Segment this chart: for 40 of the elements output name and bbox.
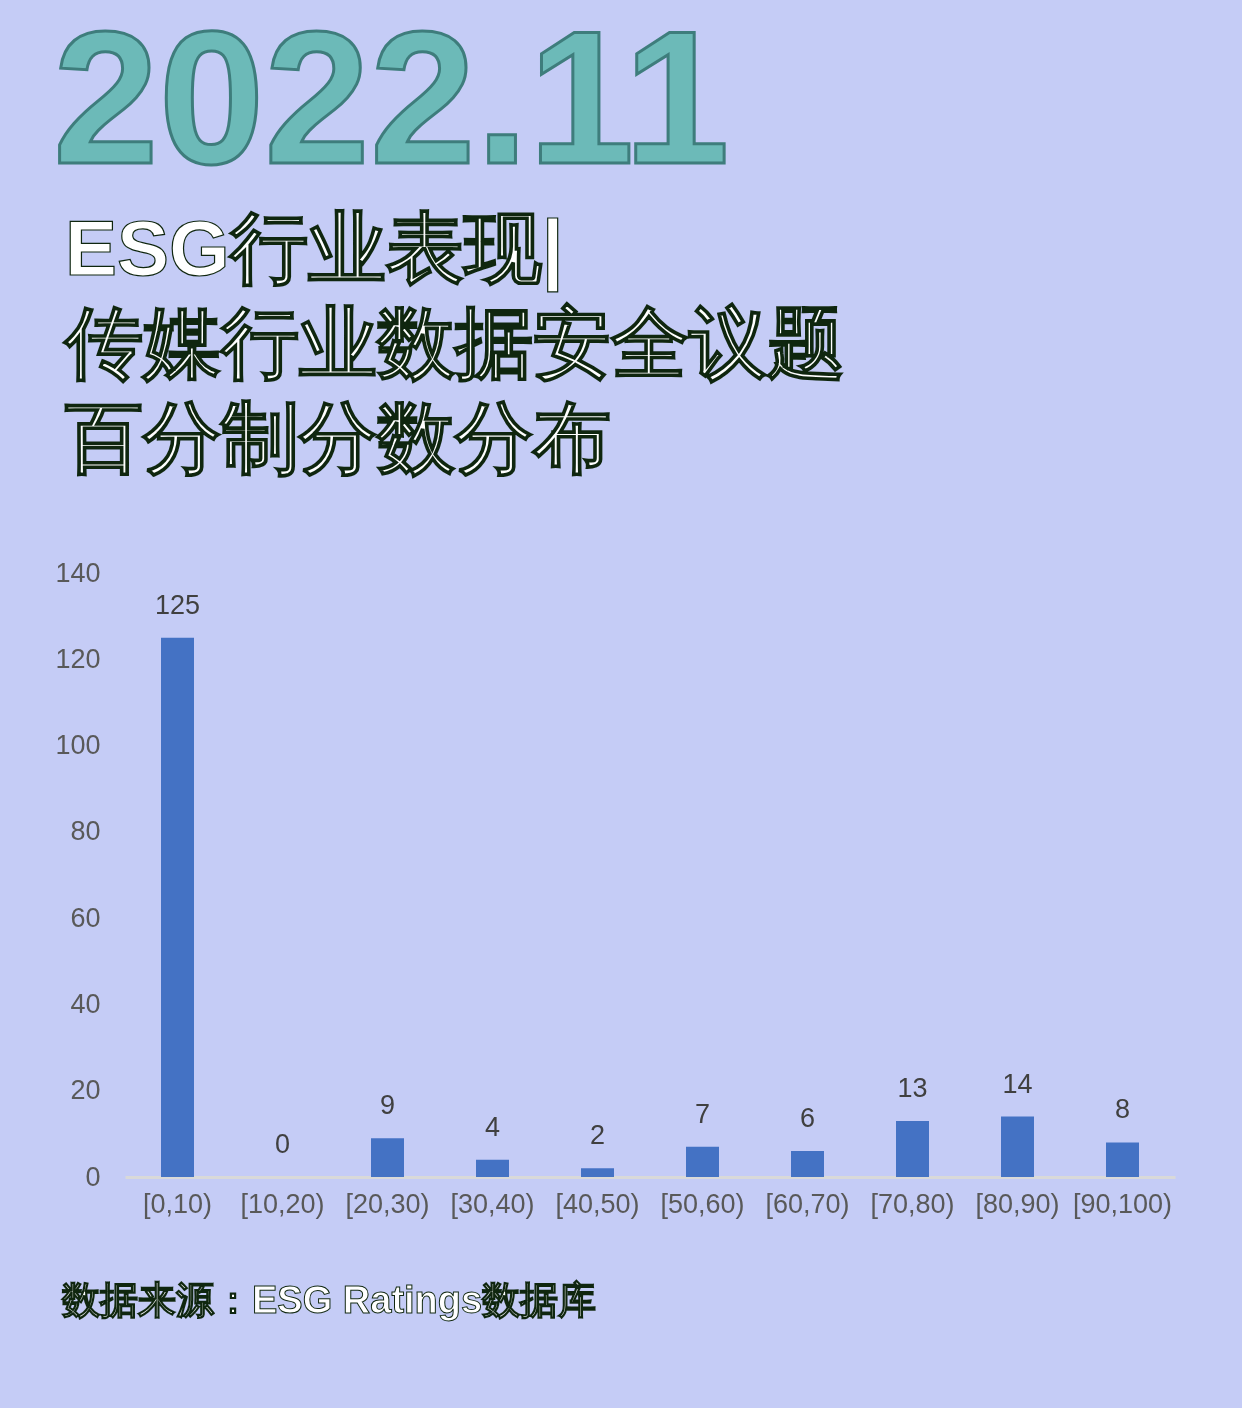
x-tick-label: [70,80) <box>870 1188 955 1219</box>
y-tick-label: 0 <box>85 1161 101 1192</box>
data-label: 6 <box>799 1103 816 1134</box>
data-label: 14 <box>1002 1068 1033 1099</box>
chart-title: ESG行业表现| 传媒行业数据安全议题百分制分数分布 <box>62 204 845 482</box>
data-label: 4 <box>484 1111 501 1142</box>
source-note: 数据来源：ESG Ratings数据库 <box>61 1279 597 1321</box>
x-tick-label: [50,60) <box>660 1188 745 1219</box>
bar <box>896 1120 929 1177</box>
data-label: 2 <box>589 1120 606 1151</box>
y-tick-label: 120 <box>55 643 101 674</box>
data-label: 13 <box>897 1072 928 1103</box>
bar <box>581 1168 614 1177</box>
y-tick-label: 80 <box>70 816 101 847</box>
y-tick-label: 60 <box>70 902 101 933</box>
x-tick-label: [90,100) <box>1072 1188 1173 1219</box>
bar <box>1106 1142 1139 1177</box>
text: 2022.11 <box>53 0 730 203</box>
y-tick-label: 40 <box>70 988 101 1019</box>
x-tick-label: [30,40) <box>450 1188 535 1219</box>
data-label: 8 <box>1114 1094 1131 1125</box>
bar <box>1001 1116 1034 1177</box>
data-label: 7 <box>694 1098 711 1129</box>
y-tick-label: 20 <box>70 1075 101 1106</box>
x-tick-label: [80,90) <box>975 1188 1060 1219</box>
bar <box>791 1151 824 1177</box>
x-tick-label: [0,10) <box>142 1188 213 1219</box>
bar <box>371 1138 404 1177</box>
y-tick-label: 100 <box>55 730 101 761</box>
x-tick-label: [20,30) <box>345 1188 430 1219</box>
bar <box>161 637 194 1177</box>
x-tick-label: [40,50) <box>555 1188 640 1219</box>
y-tick-label: 140 <box>55 557 101 588</box>
x-tick-label: [10,20) <box>240 1188 325 1219</box>
bar <box>476 1159 509 1177</box>
data-label: 0 <box>274 1129 291 1159</box>
bar <box>686 1146 719 1177</box>
data-label: 125 <box>154 589 201 620</box>
x-tick-label: [60,70) <box>765 1188 850 1219</box>
data-label: 9 <box>379 1090 396 1121</box>
